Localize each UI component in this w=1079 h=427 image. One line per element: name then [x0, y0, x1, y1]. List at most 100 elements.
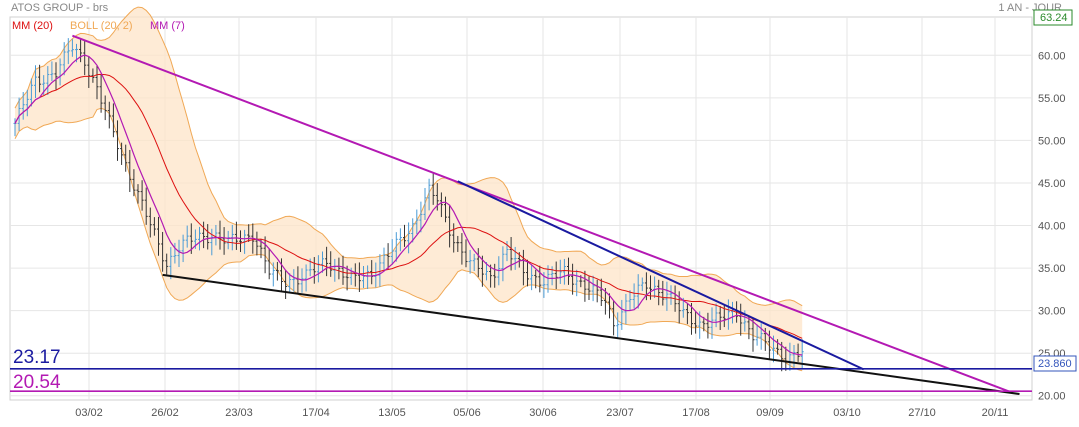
price-bar	[485, 262, 488, 281]
price-bar	[456, 235, 460, 252]
price-bar	[702, 316, 706, 332]
price-bar	[267, 248, 271, 280]
chart-title: ATOS GROUP - brs	[11, 2, 109, 14]
legend-boll: BOLL (20, 2)	[70, 20, 133, 32]
price-bar	[411, 218, 415, 243]
price-bar	[480, 255, 484, 287]
price-bar	[665, 281, 669, 311]
price-bar	[378, 254, 382, 287]
x-tick-label: 26/02	[151, 407, 179, 419]
price-bar	[530, 264, 534, 291]
price-bar	[439, 192, 443, 218]
price-bar	[210, 228, 214, 256]
price-bar	[489, 264, 493, 288]
price-bar	[70, 39, 74, 57]
price-bar	[21, 92, 25, 120]
bollinger-lower	[14, 107, 803, 372]
price-bar	[591, 275, 595, 302]
price-bar	[34, 65, 37, 99]
x-tick-label: 23/03	[225, 407, 253, 419]
price-bar	[386, 243, 390, 270]
price-bar	[398, 228, 402, 252]
price-bar	[657, 279, 661, 306]
price-bar	[624, 293, 628, 325]
last-price-value: 63.24	[1040, 12, 1068, 24]
x-tick-label: 30/06	[529, 407, 557, 419]
price-bar	[120, 142, 124, 165]
price-bar	[136, 184, 140, 204]
x-tick-label: 05/06	[453, 407, 481, 419]
x-tick-label: 20/11	[982, 407, 1009, 419]
price-bar	[345, 265, 349, 291]
x-tick-label: 23/07	[606, 407, 634, 419]
price-bar	[640, 277, 644, 292]
price-bar	[169, 247, 173, 280]
price-bar	[177, 239, 181, 267]
price-bar	[144, 187, 148, 225]
x-tick-label: 17/08	[682, 407, 710, 419]
x-tick-label: 17/04	[302, 407, 330, 419]
candles	[13, 38, 804, 372]
price-bar	[206, 224, 210, 250]
price-bar	[403, 224, 406, 247]
price-bar	[513, 246, 517, 270]
price-bar	[747, 315, 751, 340]
price-bar	[157, 216, 160, 256]
price-bar	[91, 68, 95, 83]
short-resistance-trendline	[457, 180, 865, 371]
price-bar	[476, 248, 480, 278]
price-bar	[239, 230, 242, 253]
price-bar	[202, 221, 206, 249]
price-bar	[255, 231, 259, 256]
price-bar	[407, 222, 411, 254]
price-bar	[321, 251, 324, 273]
price-bar	[603, 287, 607, 315]
y-tick-label: 20.00	[1038, 391, 1066, 403]
y-tick-label: 50.00	[1038, 135, 1066, 147]
price-bar	[575, 269, 579, 297]
price-bar	[554, 261, 558, 290]
price-bar	[636, 274, 640, 309]
bollinger-fill	[15, 7, 803, 371]
price-bar	[616, 312, 620, 339]
price-bar	[759, 323, 763, 350]
price-bar	[161, 231, 165, 272]
y-tick-label: 35.00	[1038, 263, 1066, 275]
trendlines	[72, 34, 1020, 396]
price-bar	[628, 290, 632, 311]
price-bar	[173, 242, 177, 264]
price-bar	[325, 246, 329, 277]
y-tick-label: 30.00	[1038, 306, 1066, 318]
price-bar	[99, 74, 103, 113]
mm7-line	[14, 54, 803, 356]
price-bar	[448, 204, 452, 248]
price-bar	[226, 230, 230, 250]
price-bar	[390, 239, 394, 265]
y-axis: 60.0055.0050.0045.0040.0035.0030.0025.00…	[1038, 50, 1066, 402]
x-tick-label: 13/05	[378, 407, 406, 419]
price-bar	[423, 188, 427, 221]
level-label-20-54: 20.54	[13, 372, 61, 393]
price-bar	[288, 273, 292, 293]
price-bar	[275, 261, 279, 281]
price-bar	[79, 38, 83, 63]
current-value-badge	[1033, 355, 1077, 372]
price-bar	[661, 280, 665, 306]
price-bar	[493, 263, 497, 288]
y-tick-label: 40.00	[1038, 221, 1066, 233]
price-bar	[128, 149, 132, 192]
price-bar	[612, 301, 616, 336]
x-tick-label: 27/10	[908, 407, 936, 419]
price-bar	[148, 207, 152, 238]
price-bar	[751, 318, 755, 352]
price-bar	[690, 302, 693, 335]
price-bar	[185, 225, 189, 248]
price-bar	[29, 78, 33, 107]
x-tick-label: 03/10	[833, 407, 861, 419]
price-bar	[382, 247, 386, 270]
price-bar	[181, 234, 185, 263]
price-bar	[599, 278, 603, 307]
last-price-badge	[1033, 9, 1073, 26]
